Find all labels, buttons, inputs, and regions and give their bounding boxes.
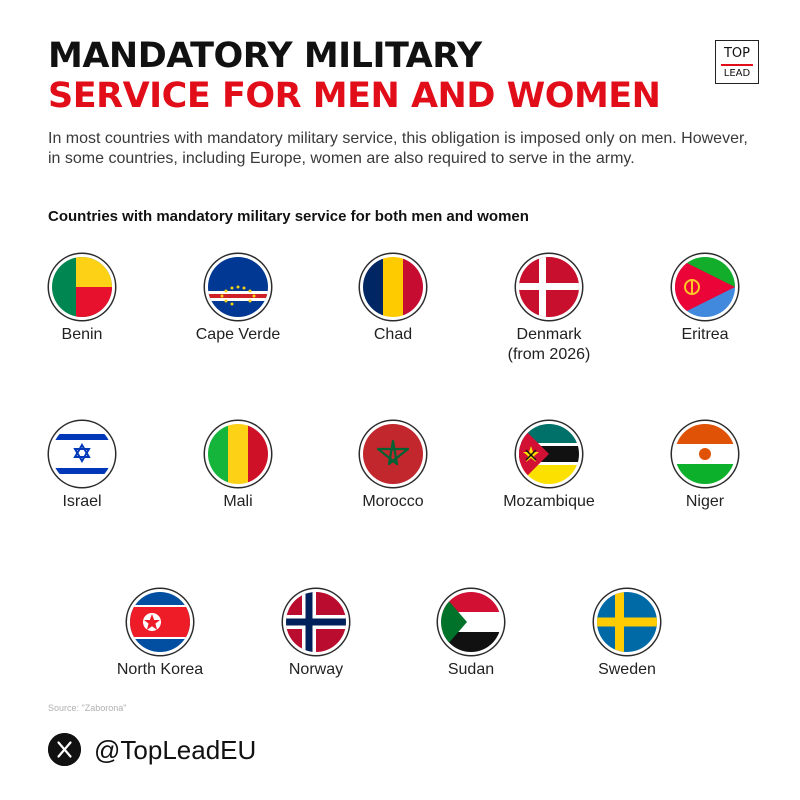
country-name: Sweden	[598, 661, 656, 678]
top-lead-logo: TOP LEAD	[715, 40, 759, 84]
benin-flag-icon	[49, 254, 115, 320]
cape-verde-flag-icon	[205, 254, 271, 320]
logo-top-text: TOP	[723, 46, 750, 61]
mali-flag-icon	[205, 421, 271, 487]
sudan-flag-icon	[438, 589, 504, 655]
country-name: Denmark	[516, 326, 582, 343]
country-morocco: Morocco	[323, 421, 463, 512]
country-mozambique: Mozambique	[479, 421, 619, 512]
mozambique-flag-icon	[516, 421, 582, 487]
country-denmark: Denmark (from 2026)	[479, 254, 619, 365]
north-korea-flag-icon	[127, 589, 193, 655]
niger-flag-icon	[672, 421, 738, 487]
logo-bottom-text: LEAD	[723, 67, 751, 79]
logo-divider	[721, 64, 753, 66]
country-cape-verde: Cape Verde	[168, 254, 308, 345]
country-north-korea: North Korea	[90, 589, 230, 680]
headline-line-1: MANDATORY MILITARY	[48, 36, 482, 76]
country-israel: Israel	[12, 421, 152, 512]
country-name: Sudan	[447, 661, 495, 678]
country-name: Mali	[223, 493, 253, 510]
country-eritrea: Eritrea	[635, 254, 775, 345]
denmark-flag-icon	[516, 254, 582, 320]
country-name: Niger	[685, 493, 725, 510]
intro-paragraph: In most countries with mandatory militar…	[48, 130, 748, 167]
chad-flag-icon	[360, 254, 426, 320]
country-name: Cape Verde	[195, 326, 281, 343]
norway-flag-icon	[283, 589, 349, 655]
headline: MANDATORY MILITARY SERVICE FOR MEN AND W…	[48, 36, 708, 116]
israel-flag-icon	[49, 421, 115, 487]
x-logo-icon[interactable]	[48, 733, 81, 766]
country-chad: Chad	[323, 254, 463, 345]
source-note: Source: "Zaborona"	[48, 703, 127, 713]
country-norway: Norway	[246, 589, 386, 680]
social-handle-text[interactable]: @TopLeadEU	[94, 735, 257, 765]
country-sweden: Sweden	[557, 589, 697, 680]
country-mali: Mali	[168, 421, 308, 512]
country-sudan: Sudan	[401, 589, 541, 680]
section-subtitle: Countries with mandatory military servic…	[48, 208, 529, 225]
morocco-flag-icon	[360, 421, 426, 487]
country-name: North Korea	[116, 661, 204, 678]
country-name: Benin	[61, 326, 103, 343]
country-note: (from 2026)	[507, 346, 591, 363]
country-name: Israel	[62, 493, 102, 510]
sweden-flag-icon	[594, 589, 660, 655]
country-benin: Benin	[12, 254, 152, 345]
country-name: Mozambique	[503, 493, 595, 510]
headline-line-2: SERVICE FOR MEN AND WOMEN	[48, 76, 661, 116]
country-niger: Niger	[635, 421, 775, 512]
country-name: Chad	[373, 326, 413, 343]
country-name: Norway	[288, 661, 344, 678]
country-name: Morocco	[362, 493, 424, 510]
country-name: Eritrea	[681, 326, 729, 343]
eritrea-flag-icon	[672, 254, 738, 320]
